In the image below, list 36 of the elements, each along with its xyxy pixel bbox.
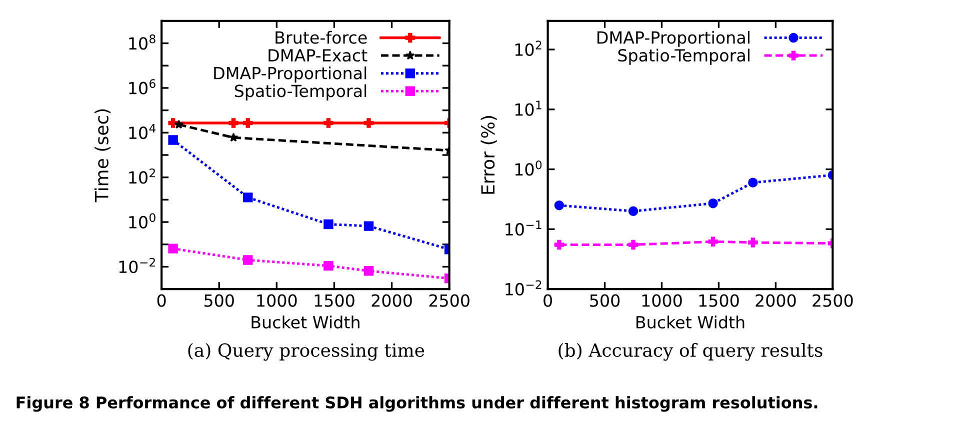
y-tick-label: 10$^{4}$ bbox=[129, 124, 156, 140]
x-tick-label: 1500 bbox=[314, 294, 354, 307]
x-tick-label: 2000 bbox=[372, 294, 412, 307]
x-tick-label: 0 bbox=[157, 294, 166, 307]
x-axis-title: Bucket Width bbox=[636, 316, 744, 329]
x-tick-label: 1000 bbox=[642, 294, 682, 307]
y-tick-label: 10$^{0}$ bbox=[515, 160, 542, 176]
legend-label: Spatio-Temporal bbox=[234, 84, 366, 100]
y-tick-label: 10$^{−2}$ bbox=[119, 258, 155, 274]
legend-label: Brute-force bbox=[276, 30, 367, 44]
legend-label: DMAP-Proportional bbox=[214, 66, 366, 83]
legend-label: DMAP-Proportional bbox=[598, 30, 750, 48]
y-tick-label: 10$^{−2}$ bbox=[506, 280, 542, 296]
x-tick-label: 2500 bbox=[429, 294, 470, 307]
y-tick-label: 10$^{0}$ bbox=[129, 213, 156, 228]
x-tick-label: 1500 bbox=[699, 294, 739, 307]
y-tick-label: 10$^{6}$ bbox=[129, 79, 156, 94]
y-tick-label: 10$^{2}$ bbox=[129, 168, 155, 184]
text: (b) Accuracy of query results bbox=[558, 342, 822, 361]
legend-label: DMAP-Exact bbox=[268, 49, 368, 62]
y-tick-label: 10$^{1}$ bbox=[515, 100, 542, 116]
y-tick-label: 10$^{8}$ bbox=[129, 34, 156, 50]
y-tick-label: 10$^{2}$ bbox=[515, 40, 542, 56]
x-tick-label: 500 bbox=[204, 294, 234, 307]
caption: Figure 8 Performance of different SDH algorithms under different histogram resolutions. bbox=[16, 396, 818, 412]
x-tick-label: 1000 bbox=[257, 294, 297, 307]
x-tick-label: 2500 bbox=[812, 294, 853, 307]
y-axis-title: Error (%) bbox=[480, 116, 497, 194]
x-tick-label: 500 bbox=[590, 294, 620, 307]
y-tick-label: 10$^{−1}$ bbox=[506, 220, 542, 236]
legend-label: Spatio-Temporal bbox=[618, 48, 750, 65]
x-tick-label: 2000 bbox=[756, 294, 796, 307]
y-axis-title: Time (sec) bbox=[94, 109, 111, 202]
x-tick-label: 0 bbox=[544, 294, 552, 307]
text: (a) Query processing time bbox=[188, 342, 424, 361]
x-axis-title: Bucket Width bbox=[252, 316, 360, 329]
